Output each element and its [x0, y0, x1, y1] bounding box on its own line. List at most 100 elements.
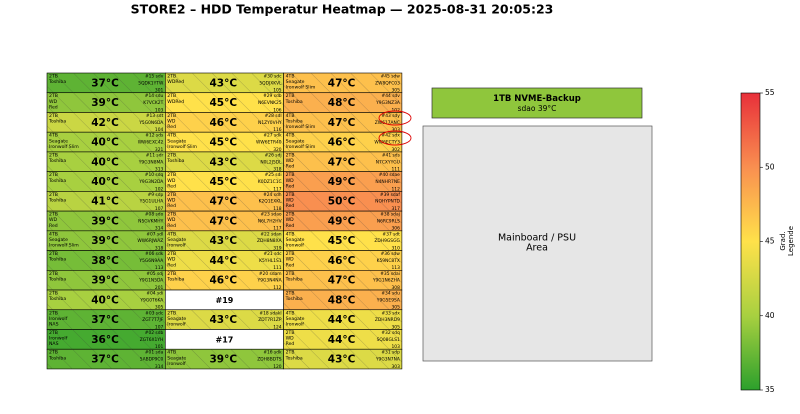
disk-info: Toshiba: [48, 296, 66, 302]
disk-info: 2TB: [167, 251, 176, 257]
disk-slot: 302: [392, 147, 401, 153]
disk-temp: 47°C: [210, 215, 238, 227]
disk-info: Toshiba: [285, 296, 303, 302]
disk-temp: 39°C: [91, 97, 119, 109]
disk-slot: 103: [392, 344, 401, 350]
disk-temp: 45°C: [210, 97, 238, 109]
disk-serial: ZGT6X1YH: [140, 337, 164, 343]
disk-id: #40 sdae: [379, 172, 400, 178]
disk-info: Seagate: [167, 138, 186, 144]
hatch: [283, 191, 402, 212]
disk-temp: 45°C: [210, 137, 238, 149]
disk-info: 4TB: [49, 231, 58, 237]
disk-serial: 5ABDP9C0: [140, 357, 164, 363]
disk-info: Toshiba: [285, 276, 303, 282]
disk-slot: 314: [155, 364, 164, 370]
disk-info: WD: [167, 257, 176, 263]
hatch: [47, 92, 166, 113]
disk-info: WDRed: [167, 99, 184, 105]
disk-temp: 50°C: [328, 196, 356, 208]
disk-info: 4TB: [167, 231, 176, 237]
disk-temp: 43°C: [210, 314, 238, 326]
hatch: [165, 171, 284, 192]
disk-info: Toshiba: [285, 119, 303, 125]
disk-id: #04 sdi: [146, 291, 163, 297]
colorbar: [740, 92, 761, 391]
disk-info: 4TB: [286, 231, 295, 237]
nvme-box: [431, 87, 643, 119]
disk-slot: 111: [392, 167, 401, 173]
disk-info: 2TB: [167, 192, 176, 198]
title: STORE2 – HDD Temperatur Heatmap — 2025-0…: [131, 2, 554, 17]
disk-temp: 37°C: [91, 354, 119, 366]
hatch: [47, 191, 166, 212]
disk-info: Ironwolf: [286, 321, 305, 327]
disk-slot: 107: [155, 324, 164, 330]
mainboard-label: Mainboard / PSU: [498, 233, 576, 244]
disk-info: WD: [286, 197, 295, 203]
disk-id: #44 sdv: [382, 93, 401, 99]
disk-serial: ZDT7R1ZP: [258, 317, 282, 323]
disk-info: Ironwolf Slim: [49, 243, 79, 249]
disk-info: 4TB: [286, 113, 295, 119]
hatch: [165, 309, 284, 330]
disk-temp: 40°C: [91, 137, 119, 149]
disk-id: #25 sdi: [265, 172, 282, 178]
disk-serial: K7VCK2T: [143, 100, 163, 106]
disk-slot: 112: [392, 186, 401, 192]
disk-slot: 113: [155, 265, 164, 271]
disk-slot: 106: [273, 107, 282, 113]
disk-temp: 40°C: [91, 294, 119, 306]
disk-serial: WW6ETR40: [256, 140, 282, 146]
disk-id: #15 sdv: [145, 74, 164, 80]
disk-temp: 43°C: [328, 354, 356, 366]
disk-serial: ZDH9GSGG: [374, 238, 400, 244]
hatch: [47, 309, 166, 330]
disk-info: Red: [167, 262, 176, 268]
colorbar-tick-label: 40: [765, 311, 775, 320]
disk-info: Red: [167, 223, 176, 229]
disk-serial: Y5G6N9AA: [138, 258, 163, 264]
disk-slot: 105: [273, 88, 282, 94]
disk-info: 2TB: [167, 93, 176, 99]
disk-slot: 102: [392, 107, 401, 113]
disk-serial: K59NC8TX: [377, 258, 400, 264]
nvme-text: sdao 39°C: [518, 104, 557, 113]
disk-serial: N6L7H2HV: [258, 218, 282, 224]
disk-info: Toshiba: [48, 178, 66, 184]
disk-id: #13 sdt: [146, 113, 164, 119]
disk-info: Red: [167, 183, 176, 189]
disk-info: Red: [286, 341, 295, 347]
disk-info: WD: [49, 217, 58, 223]
disk-info: WD: [167, 178, 176, 184]
disk-id: #9 sdp: [148, 192, 164, 198]
disk-slot: 120: [273, 364, 282, 370]
disk-slot: 101: [155, 344, 164, 350]
hatch: [283, 92, 402, 113]
hatch: [47, 230, 166, 251]
disk-temp: 44°C: [210, 255, 238, 267]
disk-info: Ironwolf Slim: [286, 144, 316, 150]
disk-info: Seagate: [167, 237, 186, 243]
disk-serial: Y9G0T6KA: [139, 297, 163, 303]
disk-slot: 305: [392, 324, 401, 330]
disk-id: #32 sdq: [381, 330, 400, 336]
disk-serial: Y9G3NZ3A: [375, 100, 400, 106]
disk-temp: 47°C: [328, 77, 356, 89]
disk-info: 2TB: [286, 172, 295, 178]
disk-info: WD: [167, 217, 176, 223]
hatch: [283, 250, 402, 271]
disk-slot: 319: [273, 245, 282, 251]
hatch: [283, 151, 402, 172]
hatch: [165, 151, 284, 172]
disk-serial: Y9G1N6ZHA: [372, 278, 400, 284]
disk-slot: 314: [155, 226, 164, 232]
disk-info: 2TB: [49, 212, 58, 218]
disk-temp: 47°C: [328, 275, 356, 287]
disk-info: Seagate: [167, 316, 186, 322]
disk-id: #06 sdk: [145, 251, 164, 257]
disk-temp: 49°C: [328, 176, 356, 188]
disk-slot: 310: [392, 245, 401, 251]
disk-info: Toshiba: [166, 158, 184, 164]
